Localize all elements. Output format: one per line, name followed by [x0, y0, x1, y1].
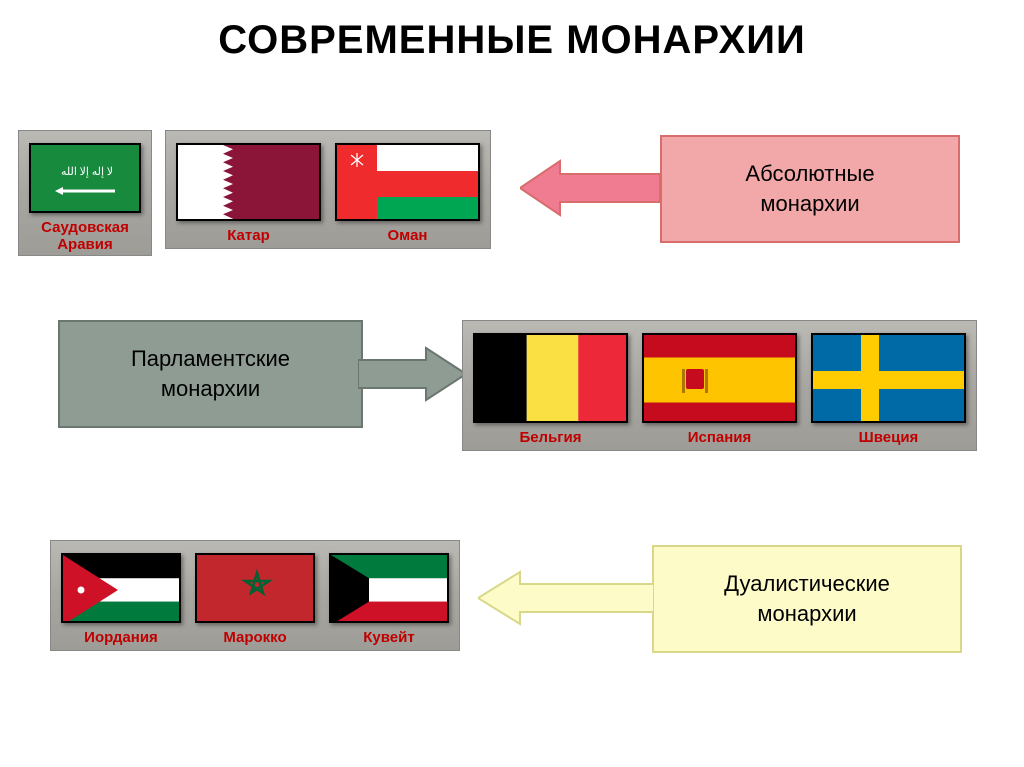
- flag-group-saudi: لا إله إلا الله Саудовская Аравия: [18, 130, 152, 256]
- arrow-dualistic: [478, 570, 654, 626]
- category-box-parliamentary: Парламентские монархии: [58, 320, 363, 428]
- flag-label-belgium: Бельгия: [519, 429, 581, 446]
- flag-item-belgium: Бельгия: [473, 333, 628, 446]
- flag-item-oman: Оман: [335, 143, 480, 244]
- flag-item-sweden: Швеция: [811, 333, 966, 446]
- flag-item-jordan: Иордания: [61, 553, 181, 646]
- category-label-dualistic: Дуалистические монархии: [724, 569, 890, 628]
- flag-spain: [642, 333, 797, 423]
- flag-jordan: [61, 553, 181, 623]
- flag-label-spain: Испания: [688, 429, 752, 446]
- flag-label-saudi: Саудовская Аравия: [41, 219, 129, 253]
- flag-label-morocco: Марокко: [223, 629, 286, 646]
- flag-item-saudi: لا إله إلا الله Саудовская Аравия: [29, 143, 141, 253]
- page-title: СОВРЕМЕННЫЕ МОНАРХИИ: [0, 0, 1024, 63]
- category-label-parliamentary: Парламентские монархии: [131, 344, 290, 403]
- flag-item-qatar: Катар: [176, 143, 321, 244]
- flag-item-morocco: Марокко: [195, 553, 315, 646]
- flag-qatar: [176, 143, 321, 221]
- flag-item-spain: Испания: [642, 333, 797, 446]
- svg-text:لا إله إلا الله: لا إله إلا الله: [61, 166, 113, 178]
- flag-sweden: [811, 333, 966, 423]
- flag-label-sweden: Швеция: [859, 429, 919, 446]
- flag-oman: [335, 143, 480, 221]
- category-label-absolute: Абсолютные монархии: [745, 159, 874, 218]
- category-box-absolute: Абсолютные монархии: [660, 135, 960, 243]
- flag-group-dualistic: Иордания Марокко Кувейт: [50, 540, 460, 651]
- flag-label-kuwait: Кувейт: [363, 629, 414, 646]
- flag-item-kuwait: Кувейт: [329, 553, 449, 646]
- flag-kuwait: [329, 553, 449, 623]
- flag-label-jordan: Иордания: [84, 629, 158, 646]
- flag-group-parliamentary: Бельгия Испания Швеция: [462, 320, 977, 451]
- flag-label-oman: Оман: [388, 227, 428, 244]
- flag-belgium: [473, 333, 628, 423]
- flag-morocco: [195, 553, 315, 623]
- arrow-absolute: [520, 159, 660, 217]
- category-box-dualistic: Дуалистические монархии: [652, 545, 962, 653]
- arrow-parliamentary: [358, 346, 466, 402]
- flag-saudi: لا إله إلا الله: [29, 143, 141, 213]
- flag-label-qatar: Катар: [227, 227, 270, 244]
- flag-group-absolute: Катар Оман: [165, 130, 491, 249]
